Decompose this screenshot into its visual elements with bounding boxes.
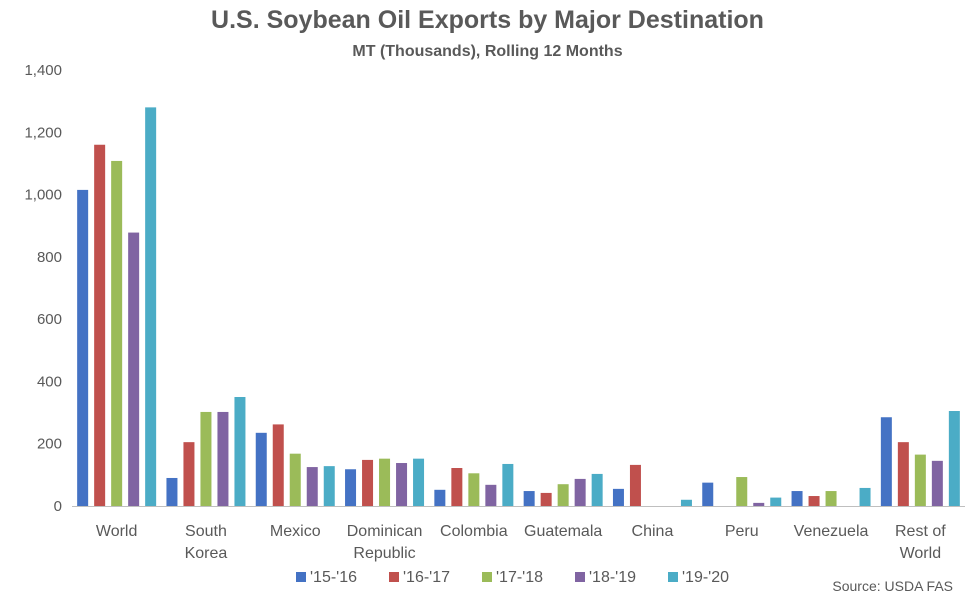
bar — [680, 499, 692, 506]
legend-swatch — [296, 572, 306, 582]
bar — [557, 484, 569, 506]
bar — [451, 468, 463, 506]
x-category-label-line: Rest of — [895, 523, 946, 540]
bar — [234, 397, 246, 506]
bar — [77, 189, 89, 506]
y-tick-label: 800 — [37, 249, 62, 266]
x-category-label-line: Dominican — [347, 523, 423, 540]
x-category-label-line: Colombia — [440, 523, 508, 540]
bar — [94, 144, 106, 506]
x-category-label-line: Venezuela — [794, 523, 869, 540]
bar — [736, 477, 748, 506]
x-category-label-line: World — [900, 545, 942, 562]
x-category-label: Dominican Republic — [347, 523, 423, 562]
chart-title: U.S. Soybean Oil Exports by Major Destin… — [211, 6, 764, 34]
bar — [323, 466, 335, 506]
x-category-label-line: Mexico — [270, 523, 321, 540]
bar — [289, 453, 301, 506]
bar — [166, 477, 178, 506]
bar — [753, 502, 765, 506]
x-category-label: South Korea — [185, 523, 228, 562]
bar — [914, 454, 926, 506]
x-category-label-line: Republic — [353, 545, 415, 562]
bar — [629, 464, 641, 506]
bar — [413, 458, 425, 506]
legend-swatch — [575, 572, 585, 582]
bar — [859, 487, 871, 506]
x-category-label: Guatemala — [524, 523, 602, 540]
bar — [791, 491, 803, 506]
bar — [825, 491, 837, 506]
legend-swatch — [668, 572, 678, 582]
chart-subtitle: MT (Thousands), Rolling 12 Months — [352, 43, 623, 60]
x-category-label-line: China — [632, 523, 674, 540]
legend-label: '15-'16 — [310, 569, 357, 586]
y-tick-label: 400 — [37, 373, 62, 390]
x-category-label-line: World — [96, 523, 138, 540]
bar — [345, 469, 357, 506]
source-note: Source: USDA FAS — [832, 578, 953, 594]
x-category-label: Colombia — [440, 523, 508, 540]
legend-label: '19-'20 — [682, 569, 729, 586]
bar — [306, 467, 318, 506]
x-category-label: Peru — [725, 523, 759, 540]
bar — [200, 411, 212, 506]
x-category-label: Venezuela — [794, 523, 869, 540]
bar — [612, 488, 624, 506]
bar — [808, 496, 820, 506]
x-category-label: Mexico — [270, 523, 321, 540]
x-category-label: China — [632, 523, 674, 540]
y-tick-label: 200 — [37, 436, 62, 453]
legend-label: '18-'19 — [589, 569, 636, 586]
bar — [434, 489, 446, 506]
y-tick-label: 0 — [54, 498, 62, 515]
bar — [145, 107, 157, 506]
bar — [591, 473, 603, 506]
bar — [540, 492, 552, 506]
bar — [183, 442, 195, 506]
bar — [217, 411, 229, 506]
x-category-label-line: Korea — [185, 545, 228, 562]
bar — [770, 497, 782, 506]
x-axis: World South Korea Mexico Dominican Republic Co… — [72, 506, 965, 562]
bar — [379, 458, 391, 506]
bar — [931, 460, 943, 506]
bars — [77, 107, 960, 507]
legend-label: '17-'18 — [496, 569, 543, 586]
legend: '15-'16 '16-'17 '17-'18 '18-'19 '19-'20 — [296, 569, 729, 586]
y-tick-label: 600 — [37, 311, 62, 328]
y-tick-label: 1,200 — [24, 124, 62, 141]
bar — [128, 232, 140, 506]
bar — [523, 491, 535, 506]
bar — [111, 160, 123, 507]
bar — [468, 473, 480, 506]
x-category-label-line: Guatemala — [524, 523, 602, 540]
bar — [502, 463, 514, 506]
legend-swatch — [482, 572, 492, 582]
y-tick-label: 1,000 — [24, 187, 62, 204]
x-category-label-line: South — [185, 523, 227, 540]
bar — [255, 432, 267, 506]
bar — [362, 459, 374, 506]
x-category-label: World — [96, 523, 138, 540]
bar — [396, 463, 408, 506]
x-category-label-line: Peru — [725, 523, 759, 540]
bar — [485, 484, 497, 506]
bar — [702, 482, 714, 506]
bar — [272, 424, 284, 506]
y-axis: 0 200 400 600 800 1,000 1,200 1,400 — [24, 62, 62, 515]
bar — [574, 478, 586, 506]
x-category-label: Rest of World — [895, 523, 946, 562]
bar — [897, 442, 909, 506]
bar — [948, 411, 960, 506]
legend-label: '16-'17 — [403, 569, 450, 586]
y-tick-label: 1,400 — [24, 62, 62, 79]
bar — [880, 417, 892, 506]
legend-swatch — [389, 572, 399, 582]
